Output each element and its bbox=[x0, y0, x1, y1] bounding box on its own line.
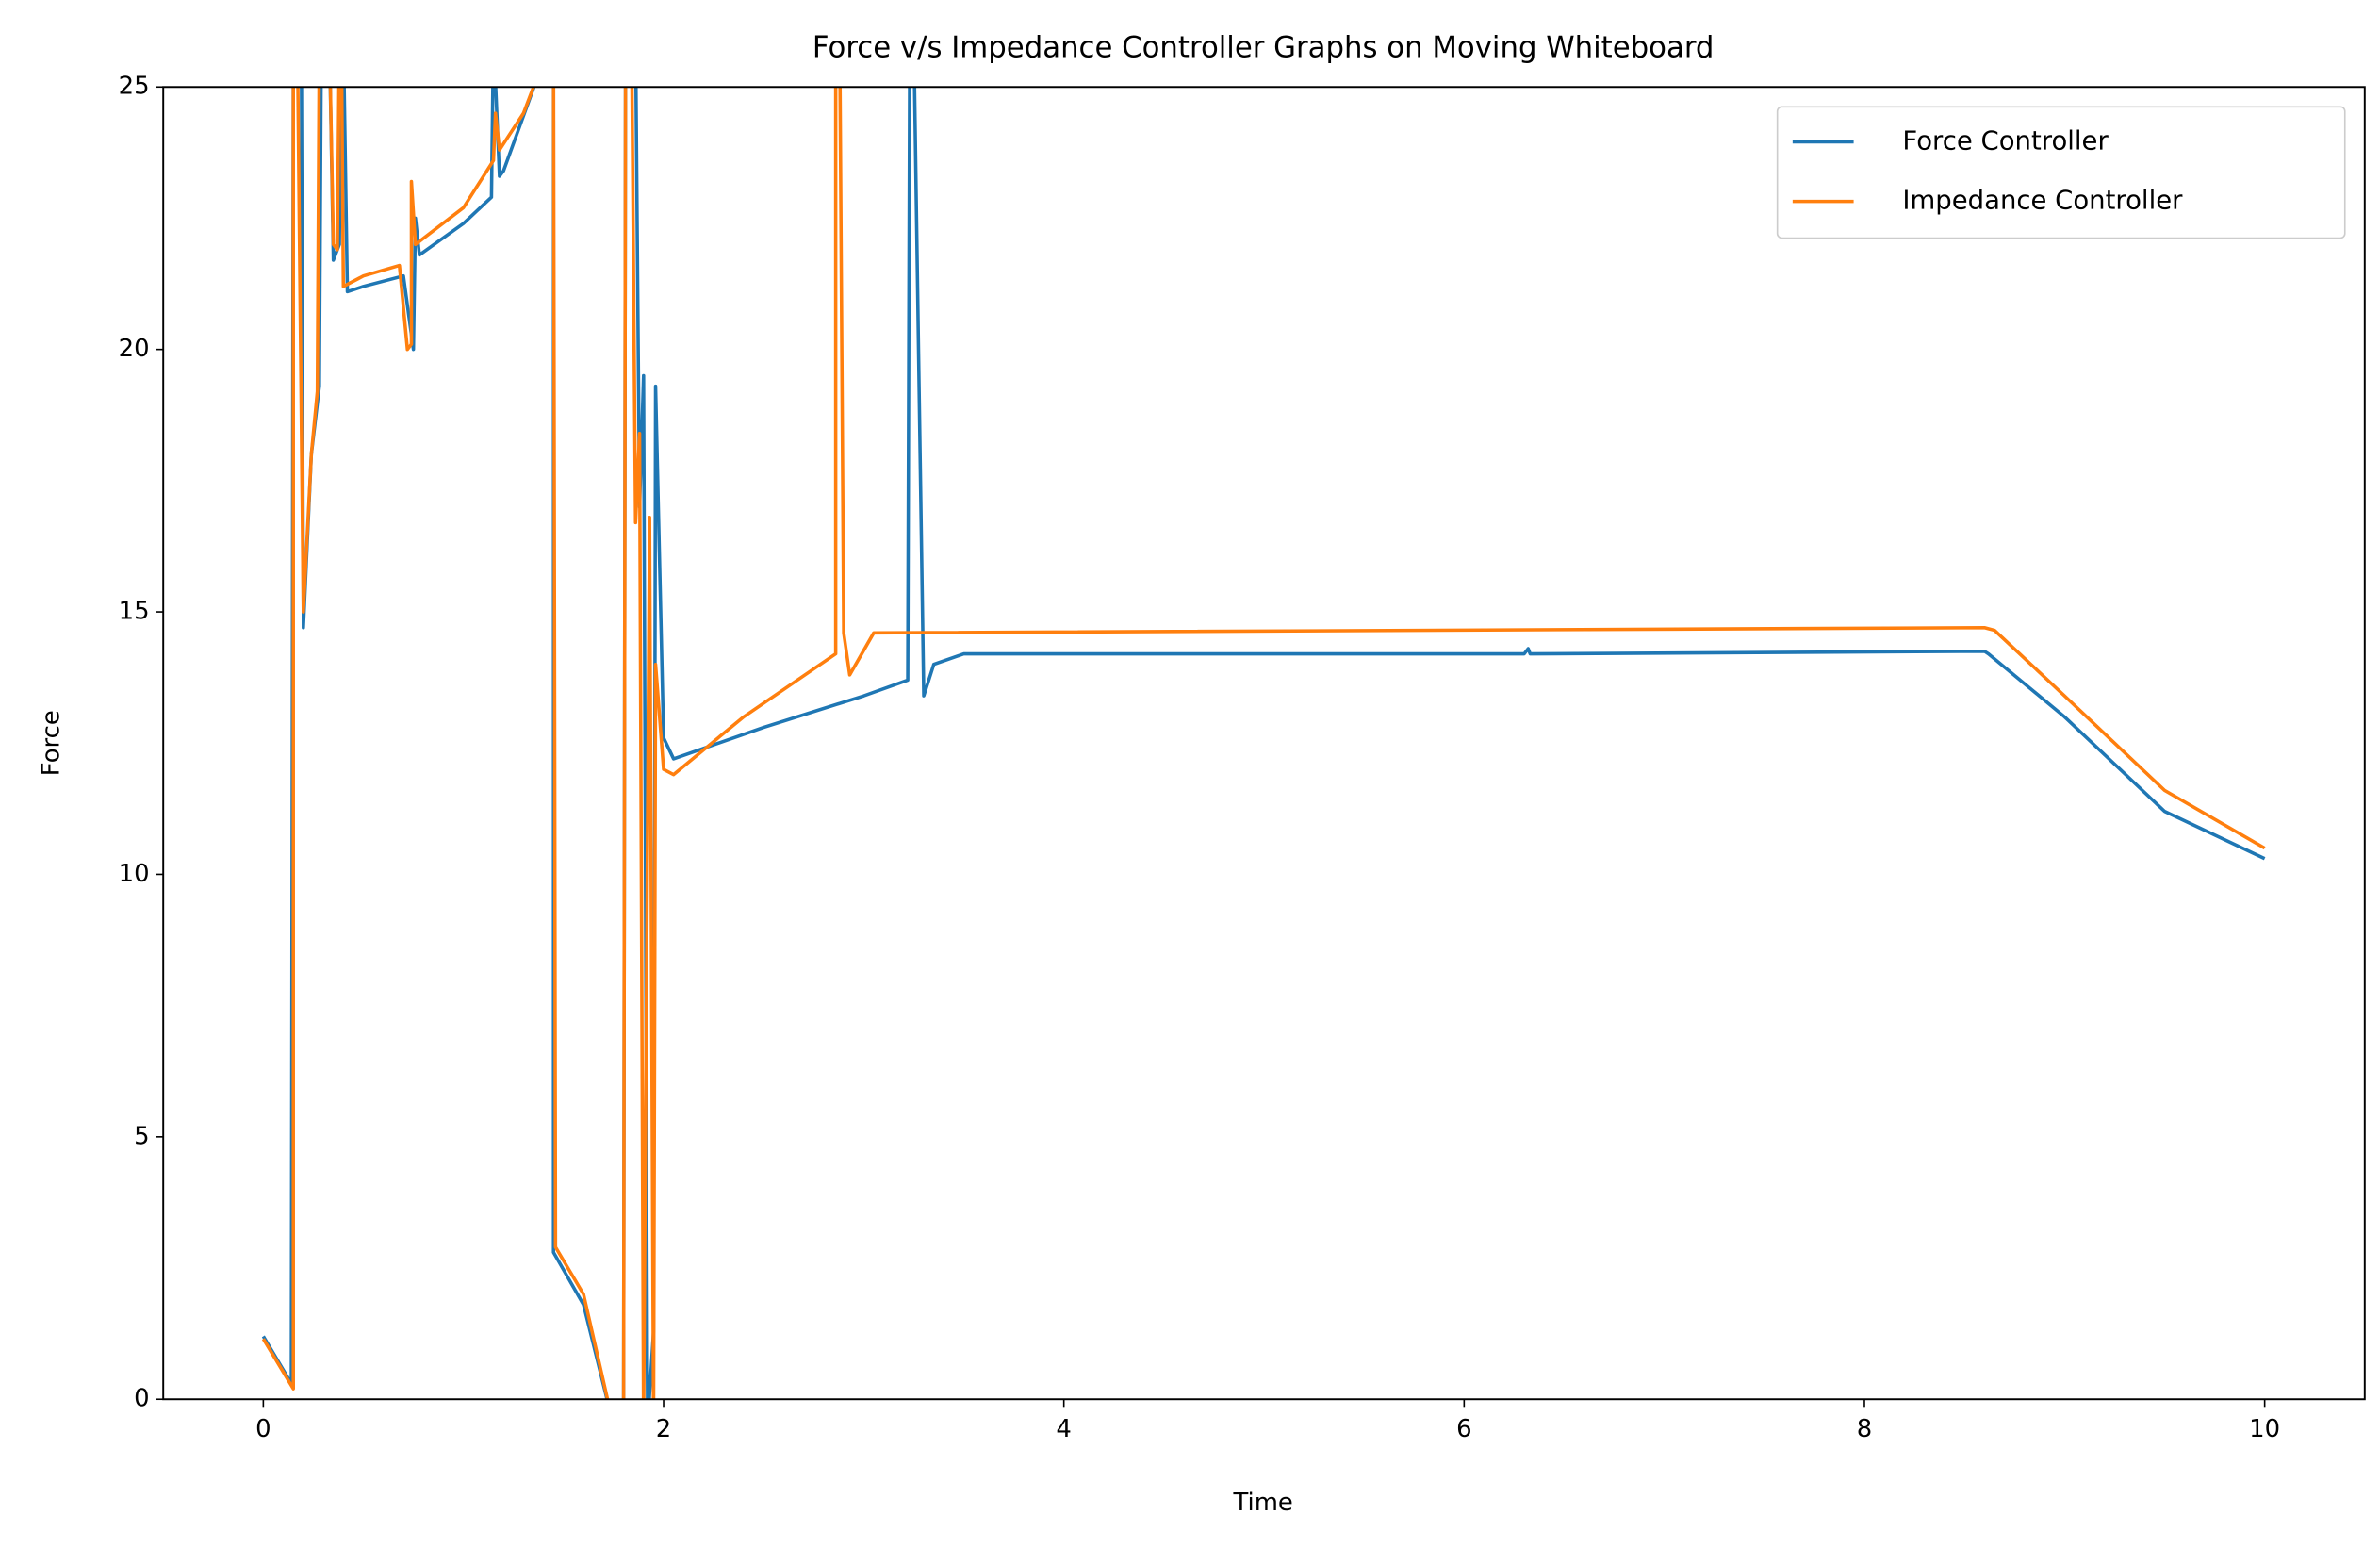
y-axis-label: Force bbox=[38, 710, 66, 776]
line-series bbox=[261, 87, 2266, 1400]
y-tick-label: 5 bbox=[134, 1122, 149, 1150]
y-tick-label: 20 bbox=[119, 335, 150, 363]
x-tick-label: 0 bbox=[255, 1415, 271, 1443]
x-tick-label: 10 bbox=[2249, 1415, 2280, 1443]
legend-box bbox=[1776, 106, 2346, 239]
y-tick-label: 10 bbox=[119, 860, 150, 888]
y-tick-label: 15 bbox=[119, 598, 150, 626]
x-tick-label: 6 bbox=[1456, 1415, 1471, 1443]
plot-area bbox=[261, 87, 2266, 1400]
x-axis-label: Time bbox=[1233, 1489, 1293, 1517]
legend-label: Impedance Controller bbox=[1902, 186, 2183, 216]
x-tick-label: 2 bbox=[656, 1415, 671, 1443]
axes-frame bbox=[162, 86, 2366, 1401]
x-tick-label: 4 bbox=[1056, 1415, 1071, 1443]
y-tick-label: 0 bbox=[134, 1385, 149, 1413]
legend-label: Force Controller bbox=[1902, 126, 2109, 156]
x-tick-label: 8 bbox=[1857, 1415, 1872, 1443]
chart-title: Force v/s Impedance Controller Graphs on… bbox=[812, 30, 1715, 64]
line-series bbox=[261, 87, 2266, 1400]
y-tick-label: 25 bbox=[119, 73, 150, 101]
